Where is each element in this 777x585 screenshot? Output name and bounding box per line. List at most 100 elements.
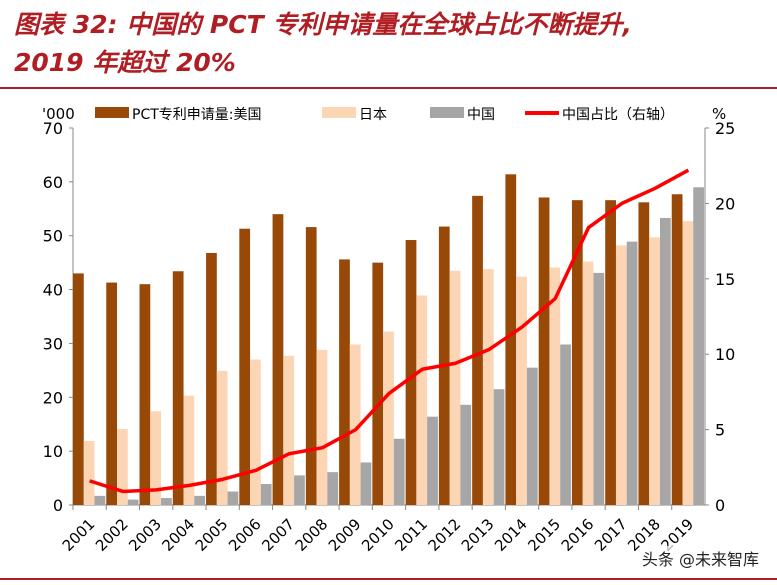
- bar-2007-0: [272, 214, 284, 505]
- bar-2009-0: [339, 259, 350, 505]
- bar-2017-2: [626, 241, 638, 506]
- x-tick-label: 2002: [92, 515, 132, 555]
- bar-2019-2: [693, 187, 704, 505]
- bar-2004-2: [194, 495, 206, 505]
- right-tick-label: 20: [715, 194, 735, 213]
- right-axis-unit: %: [712, 105, 726, 123]
- bar-2007-1: [283, 355, 295, 505]
- right-tick-label: 5: [715, 421, 725, 440]
- bar-2016-1: [582, 261, 594, 505]
- x-tick-label: 2010: [358, 515, 398, 555]
- legend-label-1: 日本: [359, 107, 387, 123]
- legend-swatch-0: [95, 107, 129, 118]
- bar-2015-0: [538, 197, 550, 505]
- bar-2010-0: [372, 262, 384, 505]
- x-tick-label: 2014: [491, 515, 531, 555]
- bar-2008-0: [305, 227, 317, 505]
- bar-2001-0: [73, 273, 84, 505]
- bar-2001-1: [83, 440, 95, 505]
- title-line-1: 图表 32: 中国的 PCT 专利申请量在全球占比不断提升,: [14, 10, 632, 39]
- bar-2010-2: [393, 438, 405, 505]
- bar-2016-0: [571, 200, 583, 505]
- bar-2003-1: [150, 411, 162, 505]
- legend-label-2: 中国: [467, 107, 495, 123]
- left-tick-label: 30: [43, 334, 63, 353]
- x-tick-label: 2015: [524, 515, 564, 555]
- bar-2005-0: [206, 252, 217, 505]
- bar-2002-0: [106, 282, 118, 505]
- bottom-divider: [0, 578, 777, 580]
- left-axis-unit: '000: [42, 105, 75, 123]
- x-tick-label: 2001: [59, 515, 99, 555]
- bar-2014-1: [516, 276, 527, 505]
- bar-2011-1: [416, 295, 428, 505]
- x-tick-label: 2017: [591, 515, 631, 555]
- bar-2019-0: [671, 194, 683, 505]
- left-tick-label: 10: [43, 442, 63, 461]
- x-tick-label: 2012: [425, 515, 465, 555]
- bar-2017-1: [615, 245, 627, 505]
- legend-swatch-1: [322, 107, 356, 118]
- bar-2013-1: [482, 269, 494, 505]
- bar-2001-2: [94, 495, 106, 505]
- bar-2018-0: [638, 202, 650, 505]
- bar-2002-2: [127, 499, 139, 505]
- legend-label-3: 中国占比（右轴）: [562, 107, 674, 123]
- bar-2009-1: [349, 344, 361, 505]
- bar-2002-1: [117, 429, 128, 505]
- left-tick-label: 60: [43, 173, 63, 192]
- title-divider: [0, 87, 777, 89]
- bar-2014-0: [505, 174, 517, 505]
- bar-2008-2: [327, 472, 339, 505]
- bar-2007-2: [294, 475, 305, 505]
- x-tick-label: 2008: [292, 515, 332, 555]
- bar-2013-0: [472, 195, 483, 506]
- bar-2015-1: [549, 267, 561, 505]
- right-tick-label: 15: [715, 270, 735, 289]
- left-tick-label: 40: [43, 281, 63, 300]
- bar-2003-0: [139, 284, 151, 505]
- bar-2003-2: [161, 497, 172, 505]
- bar-2016-2: [593, 272, 605, 505]
- x-tick-label: 2016: [558, 515, 598, 555]
- bar-2006-0: [239, 228, 251, 505]
- bar-2009-2: [360, 462, 372, 505]
- bar-2006-2: [260, 483, 272, 505]
- x-tick-label: 2013: [458, 515, 498, 555]
- bar-2004-0: [172, 271, 184, 505]
- left-tick-label: 70: [43, 119, 63, 138]
- bar-2019-1: [682, 221, 694, 505]
- left-tick-label: 0: [53, 496, 63, 515]
- bar-2012-1: [449, 270, 461, 505]
- bar-2008-1: [316, 349, 328, 505]
- bar-2014-2: [526, 367, 538, 505]
- right-tick-label: 10: [715, 345, 735, 364]
- bar-2004-1: [183, 395, 195, 505]
- bar-2011-0: [405, 240, 417, 505]
- bar-2010-1: [383, 331, 394, 505]
- left-tick-label: 20: [43, 388, 63, 407]
- bar-2015-2: [560, 344, 571, 505]
- x-tick-label: 2007: [258, 515, 298, 555]
- bar-2017-0: [605, 200, 616, 505]
- x-tick-label: 2005: [192, 515, 232, 555]
- chart-title: 图表 32: 中国的 PCT 专利申请量在全球占比不断提升, 2019 年超过 …: [14, 6, 632, 82]
- x-tick-label: 2009: [325, 515, 365, 555]
- legend-swatch-2: [430, 107, 464, 118]
- title-line-2: 2019 年超过 20%: [14, 48, 236, 77]
- x-tick-label: 2004: [159, 515, 199, 555]
- bar-2013-2: [493, 389, 505, 505]
- bar-2018-2: [659, 217, 671, 506]
- bar-2005-1: [216, 370, 228, 505]
- left-tick-label: 50: [43, 227, 63, 246]
- watermark: 头条 @未来智库: [641, 546, 759, 570]
- right-tick-label: 0: [715, 496, 725, 515]
- bar-2011-2: [427, 416, 438, 505]
- x-tick-label: 2003: [125, 515, 165, 555]
- x-tick-label: 2011: [391, 515, 431, 555]
- legend-label-0: PCT专利申请量:美国: [132, 107, 262, 123]
- bar-2006-1: [250, 359, 261, 505]
- bar-2012-2: [460, 404, 472, 505]
- x-tick-label: 2006: [225, 515, 265, 555]
